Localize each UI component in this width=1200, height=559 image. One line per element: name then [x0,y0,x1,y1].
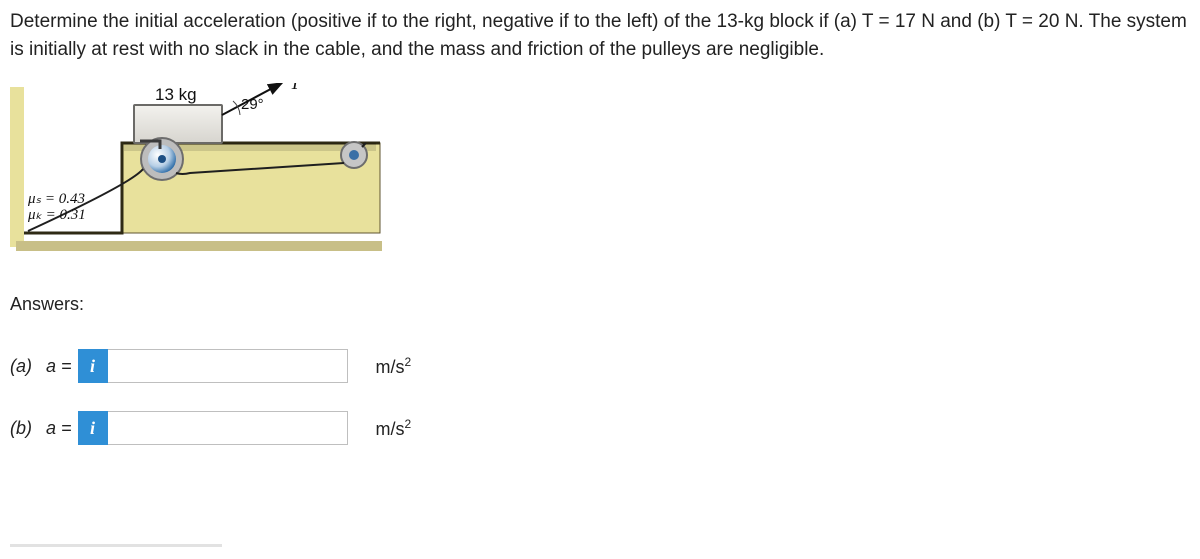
left-pulley-pin [158,155,166,163]
answer-input-a[interactable] [108,349,348,383]
tension-text: T [290,83,302,93]
unit-a: m/s2 [376,355,412,378]
mu-s-text: μₛ = 0.43 [27,191,85,207]
info-icon[interactable]: i [78,349,108,383]
bottom-divider [10,544,222,547]
answers-heading: Answers: [10,294,1190,315]
answer-input-b[interactable] [108,411,348,445]
part-label-a: (a) [10,356,46,377]
figure-svg: 13 kg 29° T μₛ = 0.43 μₖ = 0.31 [10,83,410,258]
unit-b: m/s2 [376,417,412,440]
answer-row-b: (b) a = i m/s2 [10,411,1190,445]
var-label-a: a = [46,356,72,377]
block [134,105,222,143]
wall-shading [10,87,24,247]
info-icon[interactable]: i [78,411,108,445]
block-mass-text: 13 kg [155,85,197,104]
var-label-b: a = [46,418,72,439]
answer-row-a: (a) a = i m/s2 [10,349,1190,383]
problem-statement: Determine the initial acceleration (posi… [10,8,1190,63]
angle-text: 29° [241,96,264,113]
right-pulley-hub [349,150,359,160]
part-label-b: (b) [10,418,46,439]
figure: 13 kg 29° T μₛ = 0.43 μₖ = 0.31 [10,83,410,258]
mu-k-text: μₖ = 0.31 [27,207,86,223]
